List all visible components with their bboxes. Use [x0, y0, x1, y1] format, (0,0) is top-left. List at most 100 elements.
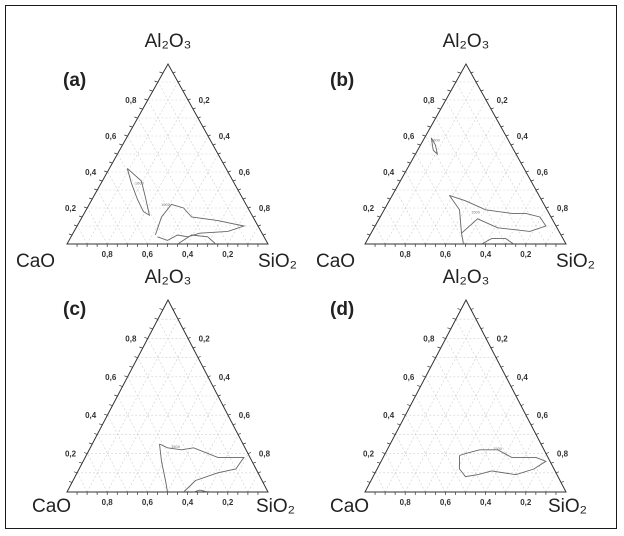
- tick-mark: [437, 346, 441, 349]
- bottom-tick-label: 0,2: [222, 250, 234, 259]
- tick-mark: [470, 308, 474, 310]
- tick-mark: [247, 452, 252, 454]
- bottom-tick-label: 0,6: [142, 250, 154, 259]
- tick-mark: [237, 188, 241, 191]
- vertex-label-cao: CaO: [316, 251, 355, 272]
- grid-line: [415, 395, 466, 493]
- tick-mark: [490, 346, 494, 349]
- triangle-outline: [66, 62, 269, 245]
- ternary-panel-d: 0,8 0,6 0,4 0,2 0,2 0,4 0,6 0,8 0,8 0,6 0,4 0,2 1500…: [330, 267, 587, 517]
- grid-line: [86, 81, 179, 245]
- tick-mark: [129, 125, 133, 128]
- tick-mark: [485, 337, 489, 339]
- left-tick-label: 0,8: [125, 96, 137, 105]
- left-tick-label: 0,6: [105, 373, 117, 382]
- grid-line: [117, 153, 168, 245]
- tick-mark: [222, 404, 226, 406]
- left-tick-label: 0,4: [85, 168, 97, 177]
- tick-mark: [227, 413, 231, 416]
- ternary-panel-a: 0,8 0,6 0,4 0,2 0,2 0,4 0,6 0,8 0,8 0,6 0,4 0,2 1600…: [16, 31, 297, 272]
- ternary-panel-c: 0,8 0,6 0,4 0,2 0,2 0,4 0,6 0,8 0,8 0,6 0,4 0,2 1500…: [32, 267, 295, 517]
- tick-mark: [104, 170, 108, 173]
- isotherm-label: 1500: [161, 202, 171, 207]
- tick-mark: [530, 179, 534, 182]
- liquidus-region-boundary: [126, 168, 151, 217]
- right-tick-label: 0,4: [517, 132, 529, 141]
- left-tick-label: 0,6: [403, 373, 415, 382]
- tick-mark: [432, 116, 436, 119]
- grid-line: [97, 189, 128, 245]
- tick-mark: [192, 107, 196, 110]
- bottom-tick-label: 0,2: [222, 498, 234, 507]
- tick-mark: [555, 471, 560, 474]
- tick-mark: [159, 71, 163, 74]
- tick-mark: [397, 179, 401, 182]
- grid-line: [97, 434, 128, 493]
- left-tick-label: 0,6: [105, 132, 117, 141]
- tick-mark: [114, 152, 118, 155]
- grid-line: [77, 225, 88, 245]
- grid-line: [545, 225, 557, 245]
- grid-line: [425, 357, 497, 493]
- left-tick-label: 0,8: [423, 334, 435, 343]
- bottom-tick-label: 0,6: [440, 250, 452, 259]
- tick-mark: [212, 385, 216, 387]
- tick-mark: [144, 98, 148, 101]
- tick-mark: [197, 116, 201, 119]
- tick-mark: [172, 308, 176, 310]
- grid-line: [77, 472, 88, 493]
- liquidus-region-boundary: [193, 489, 208, 493]
- tick-mark: [129, 365, 133, 368]
- tick-mark: [232, 423, 236, 426]
- tick-mark: [197, 356, 201, 358]
- tick-mark: [227, 170, 231, 173]
- right-tick-label: 0,2: [199, 96, 211, 105]
- tick-mark: [207, 134, 211, 137]
- bottom-tick-label: 0,4: [480, 498, 492, 507]
- tick-mark: [247, 206, 252, 209]
- bottom-tick-label: 0,4: [182, 250, 194, 259]
- tick-mark: [94, 188, 98, 191]
- left-tick-label: 0,2: [363, 450, 375, 459]
- tick-mark: [475, 317, 479, 320]
- right-tick-label: 0,4: [517, 373, 529, 382]
- grid-line: [227, 207, 249, 245]
- tick-mark: [182, 327, 186, 330]
- isotherm-label: 1500: [171, 444, 181, 449]
- tick-mark: [187, 98, 191, 101]
- tick-mark: [412, 394, 416, 397]
- tick-mark: [149, 89, 153, 92]
- left-tick-label: 0,4: [383, 411, 395, 420]
- tick-mark: [371, 224, 376, 227]
- tick-mark: [154, 80, 158, 83]
- tick-mark: [452, 80, 456, 83]
- tick-mark: [242, 197, 246, 200]
- grid-line: [207, 434, 239, 493]
- grid-line: [485, 171, 527, 245]
- grid-line: [485, 415, 527, 493]
- tick-mark: [417, 143, 421, 146]
- tick-mark: [437, 107, 441, 110]
- tick-mark: [89, 197, 93, 200]
- grid-line: [157, 319, 249, 493]
- tick-mark: [114, 394, 118, 397]
- tick-mark: [510, 385, 514, 387]
- grid-line: [445, 338, 527, 493]
- grid-line: [375, 472, 386, 493]
- ternary-panel-b: 0,8 0,6 0,4 0,2 0,2 0,4 0,6 0,8 0,8 0,6 0,4 0,2 1600…: [316, 31, 595, 272]
- grid-line: [445, 99, 527, 245]
- bottom-tick-label: 0,8: [400, 250, 412, 259]
- tick-mark: [366, 481, 371, 483]
- tick-mark: [417, 385, 421, 387]
- tick-mark: [422, 134, 426, 137]
- liquidus-region-boundary: [430, 137, 439, 156]
- right-tick-label: 0,6: [239, 168, 251, 177]
- tick-mark: [422, 375, 426, 378]
- grid-line: [385, 207, 406, 245]
- left-tick-label: 0,2: [363, 204, 375, 213]
- liquidus-region-boundary: [481, 238, 514, 245]
- tick-mark: [109, 404, 113, 406]
- isotherm-label: 1600: [431, 137, 441, 142]
- tick-mark: [407, 404, 411, 406]
